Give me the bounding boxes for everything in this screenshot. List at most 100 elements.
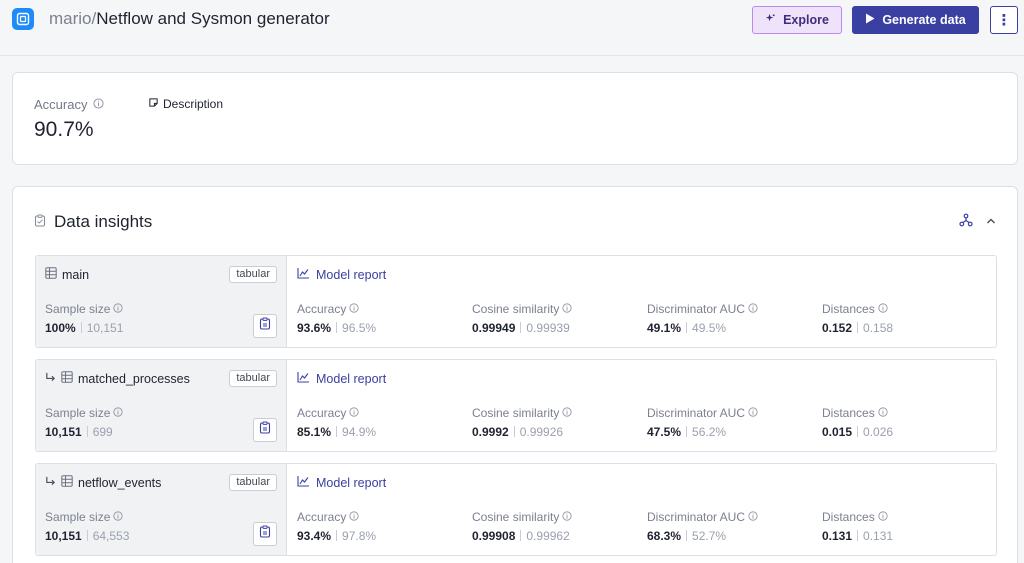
clipboard-icon: [259, 317, 271, 335]
cosine-similarity-metric: Cosine similarity 0.99908 0.99962: [472, 510, 572, 543]
description-label: Description: [163, 97, 224, 111]
insights-actions: [959, 213, 997, 232]
metric-label: Accuracy: [297, 406, 347, 420]
accuracy-label: Accuracy: [34, 97, 105, 112]
info-icon[interactable]: [878, 302, 888, 316]
model-report-label: Model report: [316, 267, 387, 282]
info-icon[interactable]: [113, 406, 123, 420]
metric-label: Distances: [822, 510, 875, 524]
info-icon[interactable]: [562, 302, 572, 316]
metric-label: Distances: [822, 406, 875, 420]
relations-icon[interactable]: [959, 213, 973, 232]
generate-data-button[interactable]: Generate data: [852, 6, 979, 34]
model-report-link[interactable]: Model report: [297, 267, 386, 282]
sample-size-label: Sample size: [45, 510, 111, 524]
data-insights-title: Data insights: [54, 212, 153, 231]
chart-icon: [297, 371, 310, 386]
generator-name: Netflow and Sysmon generator: [96, 9, 330, 28]
metric-label: Distances: [822, 302, 875, 316]
info-icon[interactable]: [878, 510, 888, 524]
table-row: matched_processes tabular Sample size 10…: [35, 359, 997, 452]
metric-value: 0.015: [822, 425, 853, 439]
info-icon[interactable]: [349, 406, 359, 420]
metric-secondary: 96.5%: [342, 321, 377, 335]
sample-size: Sample size 10,151 64,553: [45, 510, 129, 543]
copy-button[interactable]: [253, 314, 277, 338]
info-icon[interactable]: [748, 302, 758, 316]
table-name: netflow_events: [45, 475, 161, 490]
info-icon[interactable]: [349, 510, 359, 524]
accuracy-metric: Accuracy 93.4% 97.8%: [297, 510, 376, 543]
metric-value: 49.1%: [647, 321, 682, 335]
metric-secondary: 56.2%: [692, 425, 727, 439]
metric-secondary: 0.99926: [519, 425, 564, 439]
chart-icon: [297, 475, 310, 490]
accuracy-label-text: Accuracy: [34, 97, 88, 112]
info-icon[interactable]: [349, 302, 359, 316]
model-report-label: Model report: [316, 371, 387, 386]
table-name-text: matched_processes: [78, 371, 190, 386]
info-icon[interactable]: [562, 510, 572, 524]
info-icon[interactable]: [878, 406, 888, 420]
clipboard-icon: [259, 421, 271, 439]
info-icon[interactable]: [93, 97, 105, 112]
model-report-link[interactable]: Model report: [297, 371, 386, 386]
table-name-text: main: [62, 267, 90, 282]
table-row: netflow_events tabular Sample size 10,15…: [35, 463, 997, 556]
table-name: main: [45, 267, 89, 282]
table-name: matched_processes: [45, 371, 190, 386]
info-icon[interactable]: [113, 302, 123, 316]
chart-icon: [297, 267, 310, 282]
metric-secondary: 0.99962: [526, 529, 570, 543]
metric-value: 93.6%: [297, 321, 332, 335]
metric-secondary: 0.99939: [526, 321, 570, 335]
chevron-up-icon[interactable]: [985, 214, 997, 232]
play-icon: [865, 13, 875, 27]
data-insights-heading: Data insights: [34, 212, 152, 232]
metric-value: 47.5%: [647, 425, 682, 439]
description-button[interactable]: Description: [148, 97, 223, 111]
metric-label: Discriminator AUC: [647, 510, 746, 524]
sample-size-secondary: 699: [92, 425, 113, 439]
info-icon[interactable]: [113, 510, 123, 524]
owner-link[interactable]: mario/: [49, 9, 97, 28]
metric-value: 93.4%: [297, 529, 332, 543]
metric-secondary: 0.158: [863, 321, 894, 335]
metric-secondary: 97.8%: [342, 529, 377, 543]
info-icon[interactable]: [562, 406, 572, 420]
metric-label: Accuracy: [297, 302, 347, 316]
distances-metric: Distances 0.152 0.158: [822, 302, 893, 335]
distances-metric: Distances 0.131 0.131: [822, 510, 893, 543]
sample-size: Sample size 100% 10,151: [45, 302, 123, 335]
sample-size: Sample size 10,151 699: [45, 406, 123, 439]
explore-button[interactable]: Explore: [752, 6, 842, 34]
info-icon[interactable]: [748, 406, 758, 420]
copy-button[interactable]: [253, 418, 277, 442]
accuracy-value: 90.7%: [34, 118, 94, 141]
cosine-similarity-metric: Cosine similarity 0.9992 0.99926: [472, 406, 572, 439]
more-options-button[interactable]: ⋮: [990, 6, 1018, 34]
sample-size-value: 10,151: [45, 529, 82, 543]
accuracy-metric: Accuracy 93.6% 96.5%: [297, 302, 376, 335]
table-icon: [45, 267, 57, 282]
copy-button[interactable]: [253, 522, 277, 546]
model-report-link[interactable]: Model report: [297, 475, 386, 490]
discriminator-auc-metric: Discriminator AUC 49.1% 49.5%: [647, 302, 758, 335]
table-summary: netflow_events tabular Sample size 10,15…: [36, 464, 287, 555]
clipboard-icon: [34, 212, 46, 232]
info-icon[interactable]: [748, 510, 758, 524]
tabular-badge: tabular: [229, 474, 277, 491]
top-bar: mario/Netflow and Sysmon generator Explo…: [0, 0, 1024, 56]
sample-size-secondary: 64,553: [92, 529, 130, 543]
metric-secondary: 0.026: [863, 425, 894, 439]
metric-label: Cosine similarity: [472, 510, 560, 524]
sample-size-secondary: 10,151: [86, 321, 124, 335]
sample-size-value: 100%: [45, 321, 76, 335]
table-icon: [61, 371, 73, 386]
page-title: mario/Netflow and Sysmon generator: [49, 8, 330, 30]
metric-secondary: 94.9%: [342, 425, 377, 439]
tabular-badge: tabular: [229, 370, 277, 387]
discriminator-auc-metric: Discriminator AUC 47.5% 56.2%: [647, 406, 758, 439]
metric-label: Discriminator AUC: [647, 406, 746, 420]
metric-label: Cosine similarity: [472, 406, 560, 420]
